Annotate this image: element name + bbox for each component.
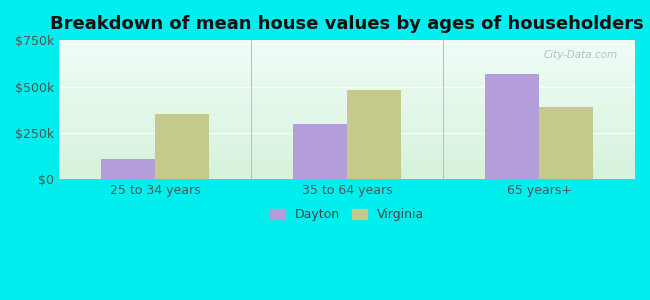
Bar (101, 159, 155, 179)
Bar (155, 114, 209, 179)
Bar (347, 90, 401, 179)
Text: City-Data.com: City-Data.com (543, 50, 618, 60)
Legend: Dayton, Virginia: Dayton, Virginia (265, 203, 430, 226)
Title: Breakdown of mean house values by ages of householders: Breakdown of mean house values by ages o… (50, 15, 644, 33)
Bar (293, 124, 347, 179)
Bar (486, 74, 539, 179)
Bar (539, 107, 593, 179)
